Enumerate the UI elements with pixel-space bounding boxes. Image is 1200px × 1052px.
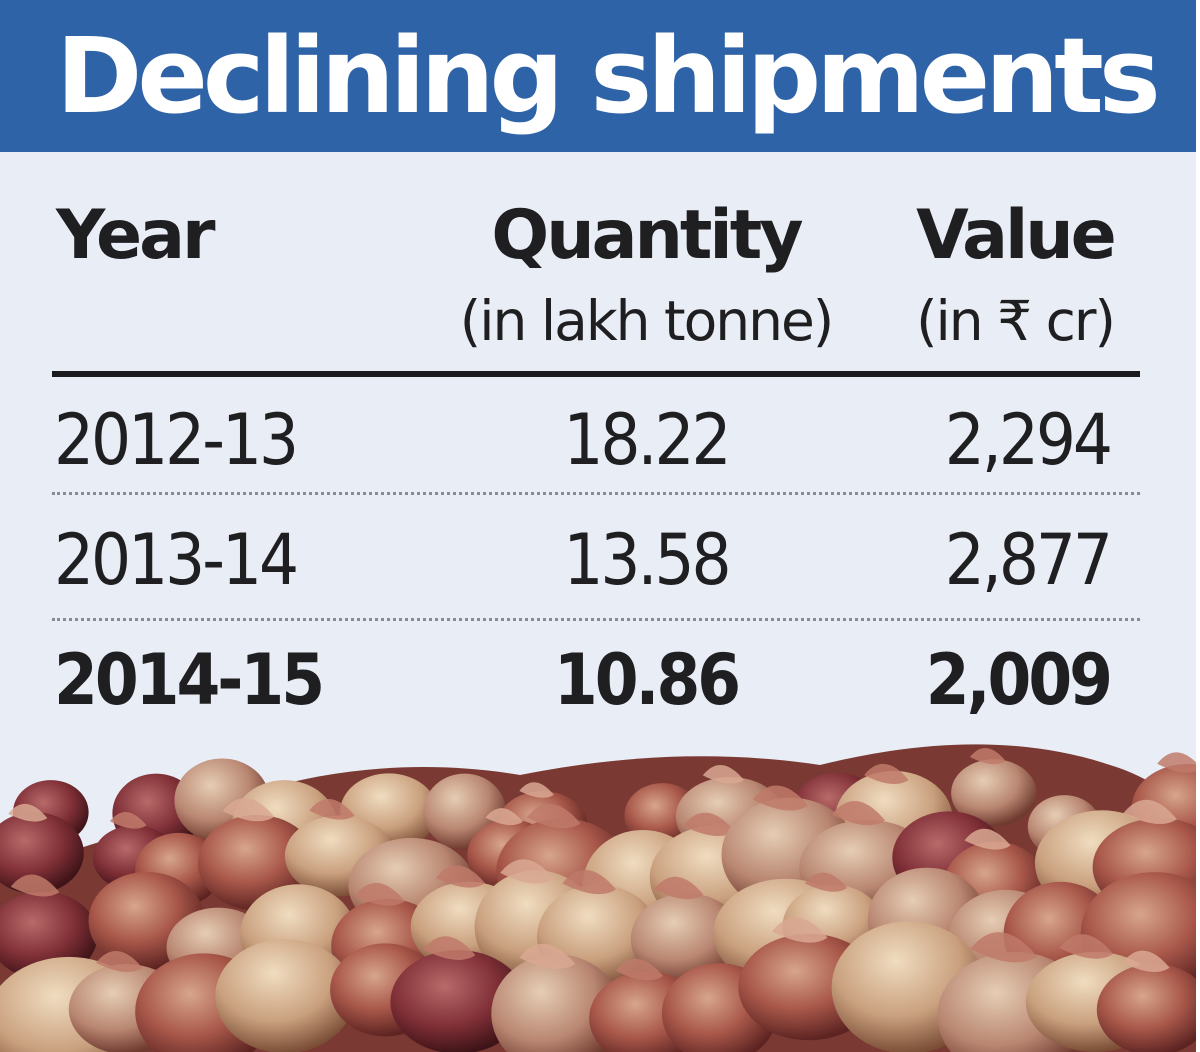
row-divider-1 (52, 492, 1140, 495)
onion-skin (222, 797, 275, 822)
onion-skin (436, 865, 486, 888)
onion-skin (702, 765, 744, 784)
title-bar: Declining shipments (0, 0, 1196, 152)
onion (0, 812, 84, 894)
cell-quantity-row-1: 18.22 (563, 399, 731, 481)
cell-year-row-1: 2012-13 (54, 399, 299, 481)
onion-skin (10, 874, 60, 897)
onion-skin (519, 943, 576, 969)
onion-skin (864, 763, 909, 784)
cell-value-row-1: 2,294 (944, 399, 1113, 481)
onion-skin (8, 803, 48, 822)
onion (630, 893, 744, 985)
onion-skin (526, 803, 581, 829)
onion (1096, 963, 1196, 1052)
onion-skin (752, 785, 809, 811)
header-year: Year (56, 196, 216, 275)
onion-skin (772, 917, 828, 943)
onion-pile-photo (0, 744, 1196, 1052)
onion-skin (831, 800, 886, 826)
onion-skin (1059, 934, 1114, 959)
onion (390, 950, 526, 1052)
cell-quantity-row-2: 13.58 (563, 519, 731, 601)
onion-skin (653, 876, 704, 900)
cell-year-row-3: 2014-15 (54, 639, 325, 721)
onion-skin (804, 872, 848, 892)
onion-skin (1157, 752, 1196, 773)
header-quantity: Quantity (491, 196, 803, 275)
onion-skin (1122, 950, 1170, 973)
onion-skin (970, 932, 1038, 963)
right-border (1196, 0, 1200, 1052)
cell-year-row-2: 2013-14 (54, 519, 299, 601)
onion-skin (969, 747, 1006, 765)
onion-skin (683, 812, 735, 837)
onion (951, 759, 1037, 827)
onion-skin (615, 958, 664, 981)
header-quantity-unit: (in lakh tonne) (459, 289, 834, 353)
onion-skin (562, 869, 616, 895)
onion-skin (519, 782, 554, 798)
onion (215, 939, 355, 1052)
chart-title: Declining shipments (56, 15, 1161, 137)
onion-skin (485, 808, 523, 826)
cell-value-row-3: 2,009 (925, 639, 1113, 721)
cell-quantity-row-3: 10.86 (553, 639, 741, 721)
onion-skin (423, 936, 476, 960)
onion-skin (96, 950, 143, 973)
onion-skin (964, 828, 1011, 850)
onion-skin (109, 812, 147, 829)
header-value: Value (916, 196, 1117, 275)
header-value-unit: (in ₹ cr) (916, 289, 1116, 353)
onion (491, 954, 622, 1052)
row-divider-2 (52, 618, 1140, 621)
onion-skin (309, 799, 355, 820)
header-rule (52, 371, 1140, 377)
cell-value-row-2: 2,877 (944, 519, 1113, 601)
data-table: Year Quantity (in lakh tonne) Value (in … (0, 152, 1196, 1052)
onion-skin (354, 882, 405, 906)
onion-skin (500, 859, 555, 884)
onion-pile (0, 744, 1196, 1052)
onion-skin (1123, 799, 1177, 825)
